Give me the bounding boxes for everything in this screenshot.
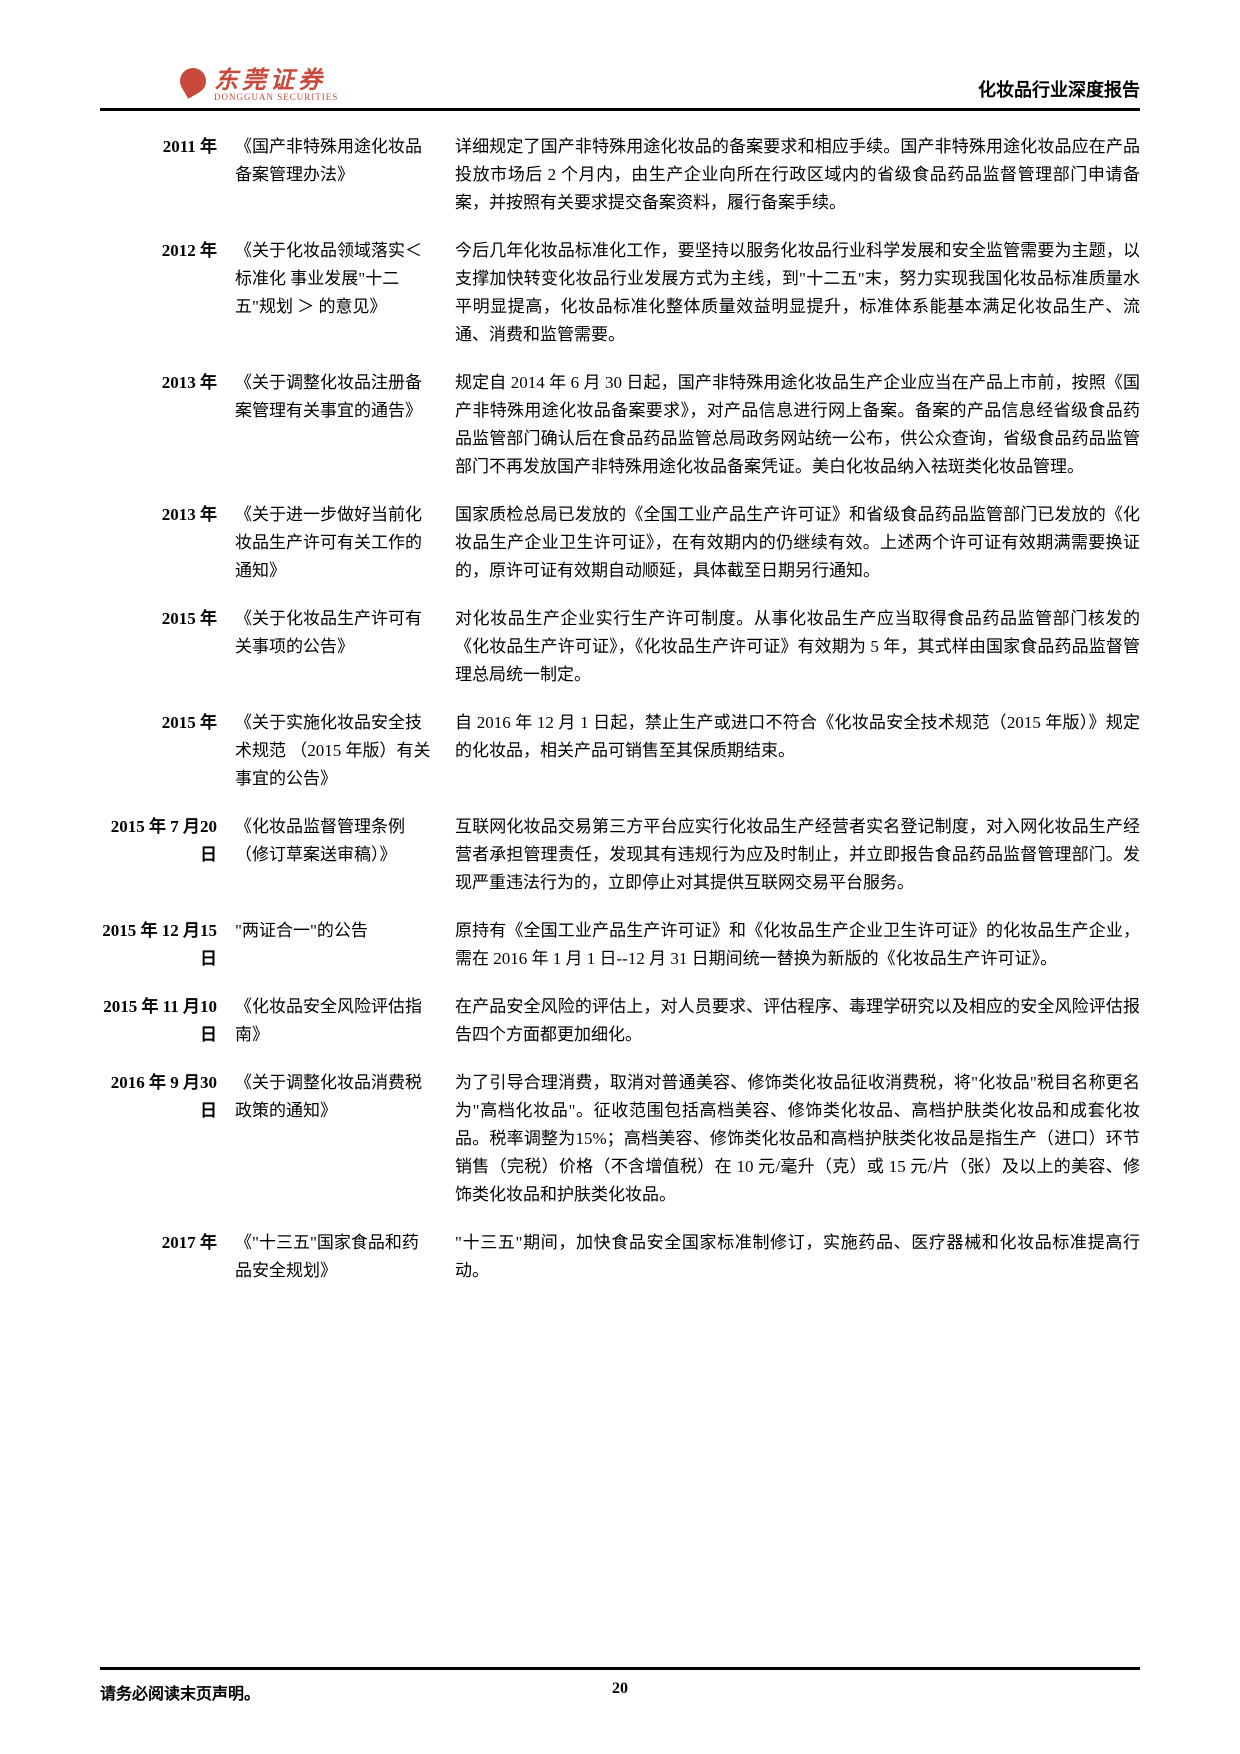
footer-disclaimer: 请务必阅读末页声明。 [100, 1680, 260, 1704]
year-cell: 2015 年 [100, 709, 235, 793]
description-cell: 互联网化妆品交易第三方平台应实行化妆品生产经营者实名登记制度，对入网化妆品生产经… [455, 813, 1140, 897]
table-row: 2012 年《关于化妆品领域落实＜ 标准化 事业发展"十二五"规划 ＞ 的意见》… [100, 227, 1140, 359]
logo-area: 东莞证券 DONGGUAN SECURITIES [100, 60, 338, 102]
year-cell: 2013 年 [100, 501, 235, 585]
table-row: 2013 年《关于进一步做好当前化妆品生产许可有关工作的通知》国家质检总局已发放… [100, 491, 1140, 595]
policy-title-cell: 《关于实施化妆品安全技术规范 （2015 年版）有关事宜的公告》 [235, 709, 455, 793]
policy-title-cell: 《关于调整化妆品消费税政策的通知》 [235, 1069, 455, 1209]
table-row: 2013 年《关于调整化妆品注册备案管理有关事宜的通告》规定自 2014 年 6… [100, 359, 1140, 491]
policy-title-cell: 《国产非特殊用途化妆品备案管理办法》 [235, 133, 455, 217]
report-title: 化妆品行业深度报告 [978, 76, 1140, 102]
year-cell: 2017 年 [100, 1229, 235, 1285]
table-row: 2017 年《"十三五"国家食品和药品安全规划》"十三五"期间，加快食品安全国家… [100, 1219, 1140, 1295]
table-row: 2015 年 7 月20 日《化妆品监督管理条例（修订草案送审稿）》互联网化妆品… [100, 803, 1140, 907]
year-cell: 2016 年 9 月30 日 [100, 1069, 235, 1209]
logo-icon [175, 63, 211, 99]
description-cell: 详细规定了国产非特殊用途化妆品的备案要求和相应手续。国产非特殊用途化妆品应在产品… [455, 133, 1140, 217]
description-cell: 国家质检总局已发放的《全国工业产品生产许可证》和省级食品药品监管部门已发放的《化… [455, 501, 1140, 585]
description-cell: 原持有《全国工业产品生产许可证》和《化妆品生产企业卫生许可证》的化妆品生产企业，… [455, 917, 1140, 973]
page-footer: 请务必阅读末页声明。 20 [100, 1667, 1140, 1704]
policy-title-cell: 《关于化妆品生产许可有关事项的公告》 [235, 605, 455, 689]
logo-subtext: DONGGUAN SECURITIES [214, 92, 338, 102]
description-cell: 今后几年化妆品标准化工作，要坚持以服务化妆品行业科学发展和安全监管需要为主题，以… [455, 237, 1140, 349]
year-cell: 2013 年 [100, 369, 235, 481]
table-row: 2015 年 11 月10 日《化妆品安全风险评估指南》在产品安全风险的评估上，… [100, 983, 1140, 1059]
year-cell: 2015 年 12 月15 日 [100, 917, 235, 973]
year-cell: 2011 年 [100, 133, 235, 217]
description-cell: 为了引导合理消费，取消对普通美容、修饰类化妆品征收消费税，将"化妆品"税目名称更… [455, 1069, 1140, 1209]
description-cell: 规定自 2014 年 6 月 30 日起，国产非特殊用途化妆品生产企业应当在产品… [455, 369, 1140, 481]
policy-title-cell: 《"十三五"国家食品和药品安全规划》 [235, 1229, 455, 1285]
year-cell: 2015 年 7 月20 日 [100, 813, 235, 897]
logo-text: 东莞证券 [214, 60, 338, 95]
table-row: 2015 年《关于化妆品生产许可有关事项的公告》对化妆品生产企业实行生产许可制度… [100, 595, 1140, 699]
policy-title-cell: 《关于化妆品领域落实＜ 标准化 事业发展"十二五"规划 ＞ 的意见》 [235, 237, 455, 349]
policy-title-cell: 《化妆品监督管理条例（修订草案送审稿）》 [235, 813, 455, 897]
policy-title-cell: "两证合一"的公告 [235, 917, 455, 973]
table-row: 2015 年《关于实施化妆品安全技术规范 （2015 年版）有关事宜的公告》自 … [100, 699, 1140, 803]
regulation-table: 2011 年《国产非特殊用途化妆品备案管理办法》详细规定了国产非特殊用途化妆品的… [100, 123, 1140, 1295]
year-cell: 2015 年 11 月10 日 [100, 993, 235, 1049]
policy-title-cell: 《关于进一步做好当前化妆品生产许可有关工作的通知》 [235, 501, 455, 585]
page-number: 20 [612, 1680, 628, 1698]
table-row: 2011 年《国产非特殊用途化妆品备案管理办法》详细规定了国产非特殊用途化妆品的… [100, 123, 1140, 227]
policy-title-cell: 《化妆品安全风险评估指南》 [235, 993, 455, 1049]
page-container: 东莞证券 DONGGUAN SECURITIES 化妆品行业深度报告 2011 … [0, 0, 1240, 1754]
description-cell: 在产品安全风险的评估上，对人员要求、评估程序、毒理学研究以及相应的安全风险评估报… [455, 993, 1140, 1049]
description-cell: 自 2016 年 12 月 1 日起，禁止生产或进口不符合《化妆品安全技术规范（… [455, 709, 1140, 793]
description-cell: "十三五"期间，加快食品安全国家标准制修订，实施药品、医疗器械和化妆品标准提高行… [455, 1229, 1140, 1285]
policy-title-cell: 《关于调整化妆品注册备案管理有关事宜的通告》 [235, 369, 455, 481]
year-cell: 2015 年 [100, 605, 235, 689]
year-cell: 2012 年 [100, 237, 235, 349]
table-row: 2016 年 9 月30 日《关于调整化妆品消费税政策的通知》为了引导合理消费，… [100, 1059, 1140, 1219]
logo-text-wrap: 东莞证券 DONGGUAN SECURITIES [214, 60, 338, 102]
description-cell: 对化妆品生产企业实行生产许可制度。从事化妆品生产应当取得食品药品监管部门核发的《… [455, 605, 1140, 689]
page-header: 东莞证券 DONGGUAN SECURITIES 化妆品行业深度报告 [100, 60, 1140, 111]
table-row: 2015 年 12 月15 日"两证合一"的公告原持有《全国工业产品生产许可证》… [100, 907, 1140, 983]
